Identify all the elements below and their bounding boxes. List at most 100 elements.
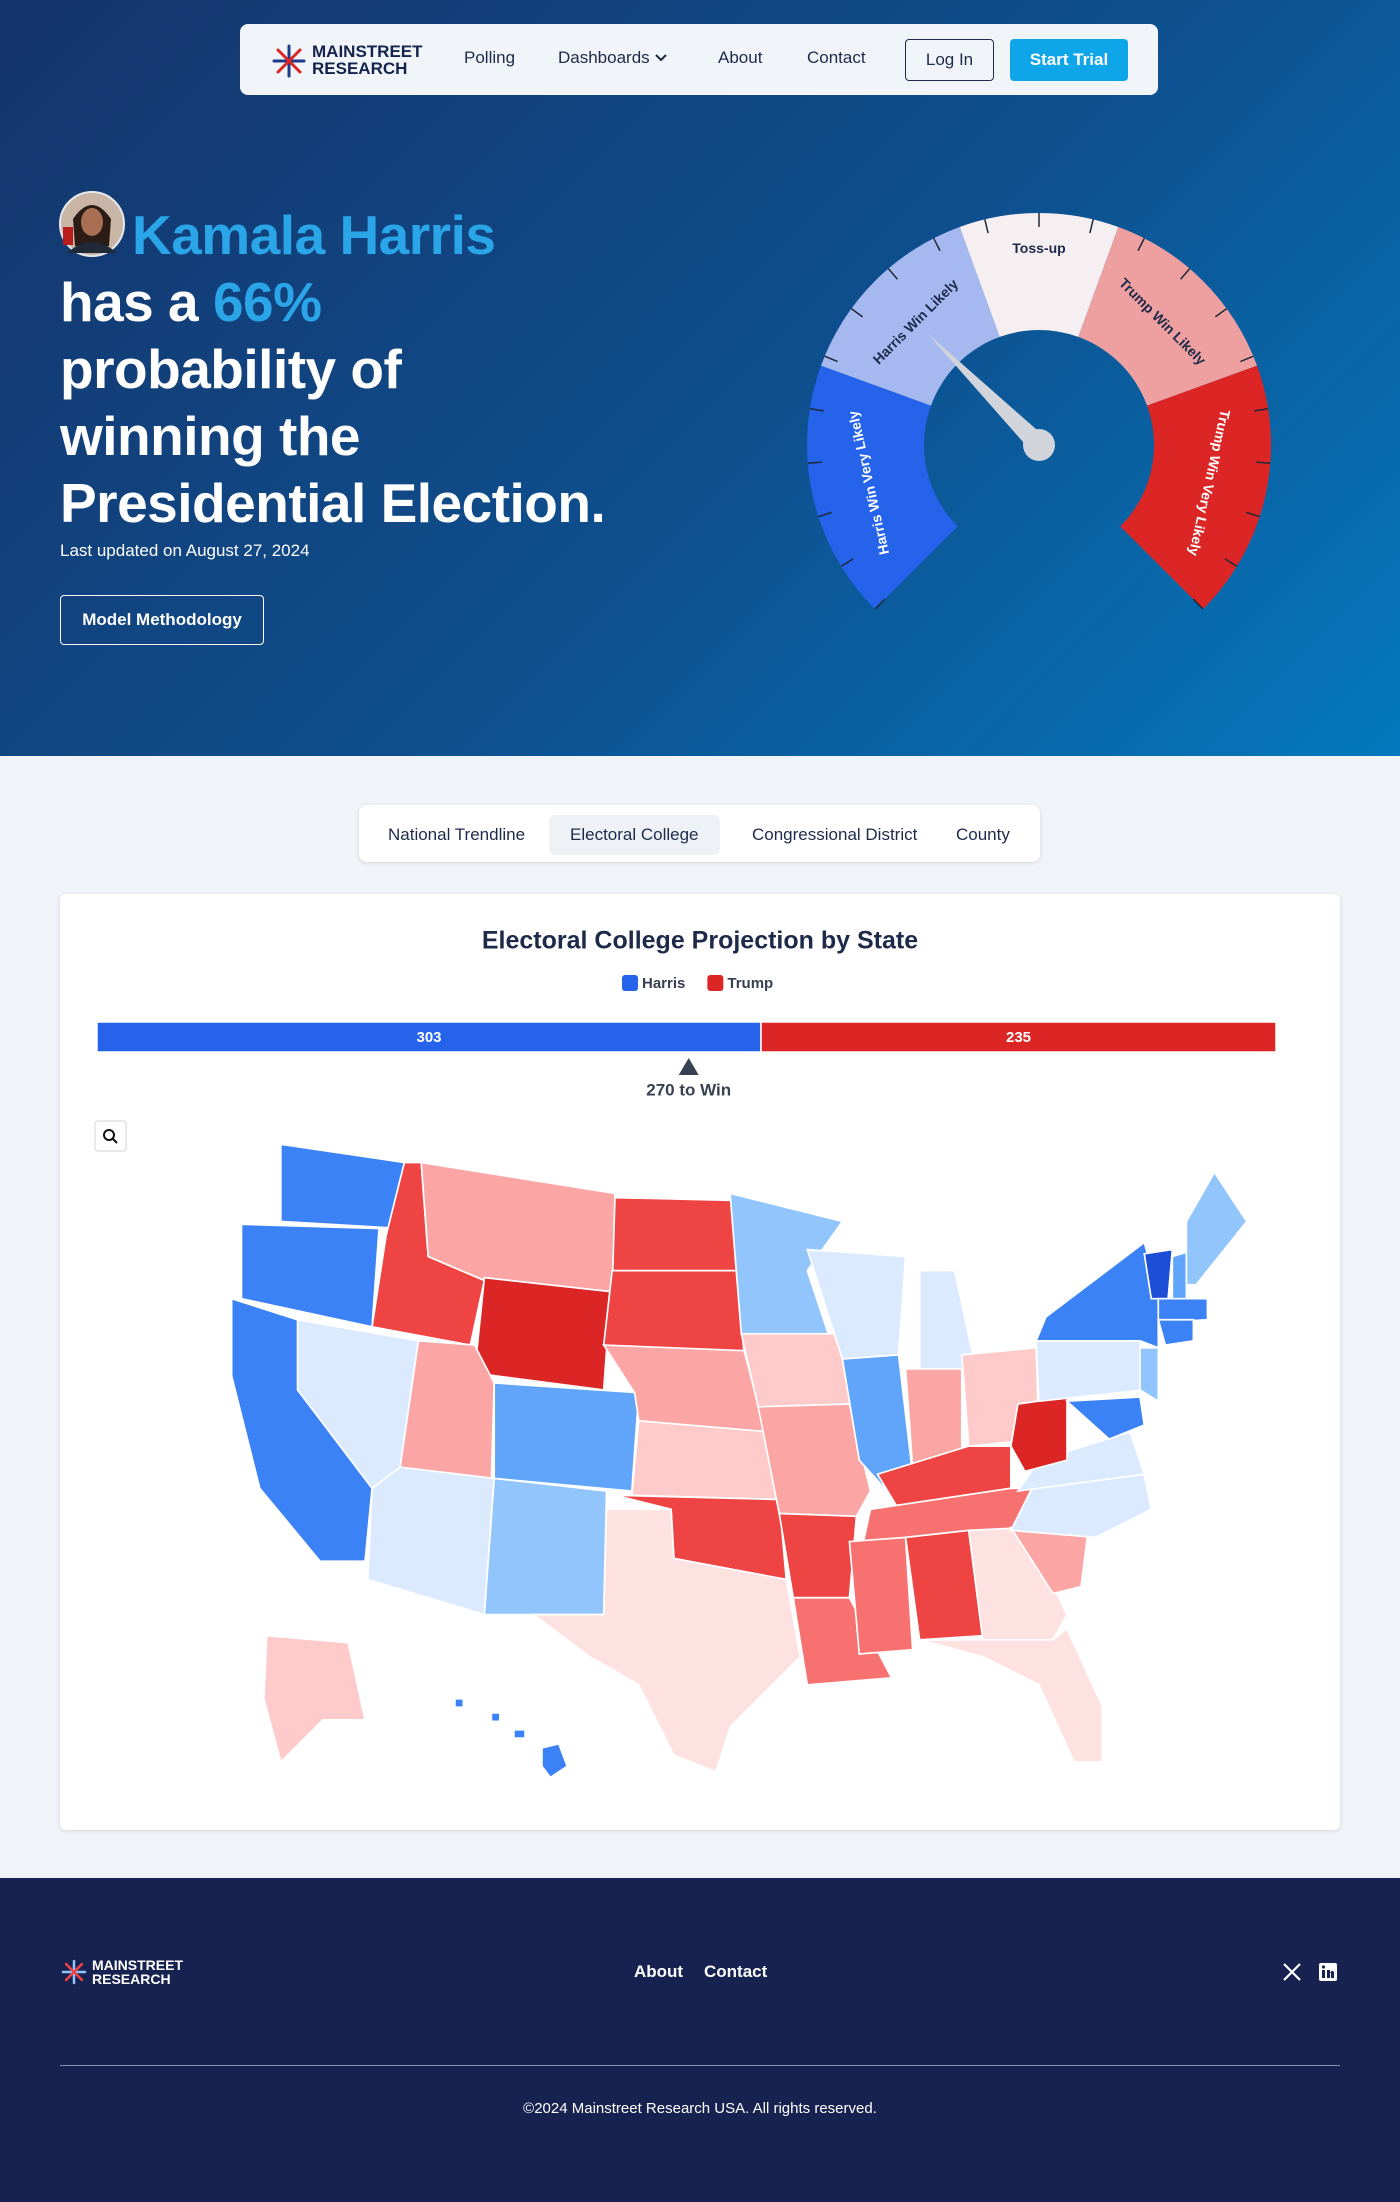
gauge-tick (850, 308, 864, 318)
gauge-tick (809, 407, 824, 412)
methodology-button[interactable]: Model Methodology (60, 595, 264, 645)
footer-link[interactable]: About (634, 1962, 684, 1981)
state (530, 1508, 802, 1773)
hero: MAINSTREET RESEARCH Polling Dashboards A… (0, 0, 1400, 756)
trial-button[interactable]: Start Trial (1010, 39, 1128, 81)
gauge-tick (840, 558, 854, 567)
state (1064, 1396, 1146, 1441)
probability: 66% (212, 271, 322, 333)
legend-swatch (707, 975, 724, 991)
logo-icon (272, 44, 306, 78)
logo-icon (61, 1959, 87, 1985)
nav-link-text: Dashboards (558, 48, 650, 67)
gauge-tick (1180, 268, 1191, 280)
gauge-tick (1089, 219, 1094, 234)
state (1034, 1241, 1160, 1350)
state (454, 1697, 465, 1709)
state (279, 1143, 406, 1230)
bar-label: 303 (416, 1029, 441, 1046)
navbar: MAINSTREET RESEARCH Polling Dashboards A… (240, 24, 1158, 95)
gauge-tick (1224, 558, 1238, 567)
logo-text: MAINSTREET RESEARCH (312, 43, 423, 77)
chart: Electoral College Projection by State Ha… (94, 927, 1277, 1779)
state (473, 1276, 612, 1391)
gauge-tick (1240, 355, 1254, 363)
state (848, 1536, 914, 1655)
state (729, 1192, 844, 1335)
gauge-tick (818, 511, 832, 518)
gauge-tick (887, 268, 898, 280)
state (490, 1712, 501, 1723)
state (1016, 1431, 1146, 1493)
state (493, 1382, 640, 1492)
nav-link[interactable]: Dashboards (558, 48, 668, 68)
state (263, 1634, 367, 1764)
gauge-tick (1246, 511, 1260, 518)
state (1185, 1170, 1248, 1286)
threshold-label: 270 to Win (646, 1080, 731, 1099)
nav-link[interactable]: Polling (464, 48, 516, 67)
headline-text: has a (60, 271, 199, 333)
logo-line: MAINSTREET (312, 42, 423, 61)
gauge-segment (1078, 226, 1258, 406)
logo-line: MAINSTREET (92, 1957, 183, 1973)
gauge-tick (807, 461, 822, 464)
state (757, 1403, 872, 1518)
state (1171, 1251, 1188, 1307)
x-icon[interactable] (1282, 1962, 1302, 1982)
tab[interactable]: Congressional District (752, 825, 918, 844)
state (366, 1466, 496, 1616)
gauge-tick (984, 219, 989, 234)
gauge-tick (933, 237, 941, 252)
state (1139, 1346, 1160, 1403)
gauge-label: Toss-up (1012, 240, 1065, 256)
bar-segment (96, 1021, 762, 1053)
logo-text: MAINSTREET RESEARCH (92, 1958, 183, 1986)
gauge-needle (927, 333, 1047, 453)
chart-title: Electoral College Projection by State (482, 927, 918, 955)
bar-segment (760, 1021, 1277, 1053)
tab[interactable]: National Trendline (388, 825, 526, 844)
updated-date: Last updated on August 27, 2024 (60, 541, 310, 560)
state (399, 1339, 496, 1480)
legend-swatch (622, 975, 638, 991)
candidate-name: Kamala Harris (132, 204, 496, 266)
state (778, 1512, 858, 1599)
headline-line: probability of (60, 338, 402, 400)
gauge-segment (1120, 365, 1271, 610)
logo-line: RESEARCH (312, 59, 408, 78)
legend-label: Trump (727, 975, 773, 992)
divider (60, 2065, 1340, 2066)
logo-line: RESEARCH (92, 1971, 171, 1987)
state (1035, 1339, 1146, 1403)
gauge-tick (1214, 308, 1228, 318)
gauge-segment (959, 213, 1119, 337)
state (792, 1596, 893, 1686)
nav-link[interactable]: Contact (807, 48, 866, 67)
gauge-tick (1254, 407, 1269, 412)
footer-link[interactable]: Contact (704, 1962, 768, 1981)
zoom-button[interactable] (94, 1120, 127, 1152)
nav-link[interactable]: About (718, 48, 763, 67)
linkedin-icon[interactable] (1318, 1962, 1338, 1982)
chevron (655, 54, 668, 62)
state (513, 1728, 526, 1739)
state (1157, 1318, 1195, 1346)
gauge-tick (1256, 461, 1271, 464)
tab-bar: National Trendline Electoral College Con… (359, 805, 1040, 862)
legend-label: Harris (642, 975, 685, 992)
state (919, 1627, 1103, 1763)
gauge-tick (824, 355, 838, 363)
state (602, 1269, 746, 1356)
tab[interactable]: County (956, 825, 1010, 844)
gauge-tick (1192, 598, 1204, 610)
bar-label: 235 (1006, 1029, 1031, 1046)
state (630, 1419, 781, 1501)
gauge-hub (1023, 429, 1055, 461)
state (1010, 1396, 1068, 1473)
state (483, 1477, 608, 1616)
tab-active[interactable]: Electoral College (549, 815, 720, 855)
login-button[interactable]: Log In (905, 39, 994, 81)
